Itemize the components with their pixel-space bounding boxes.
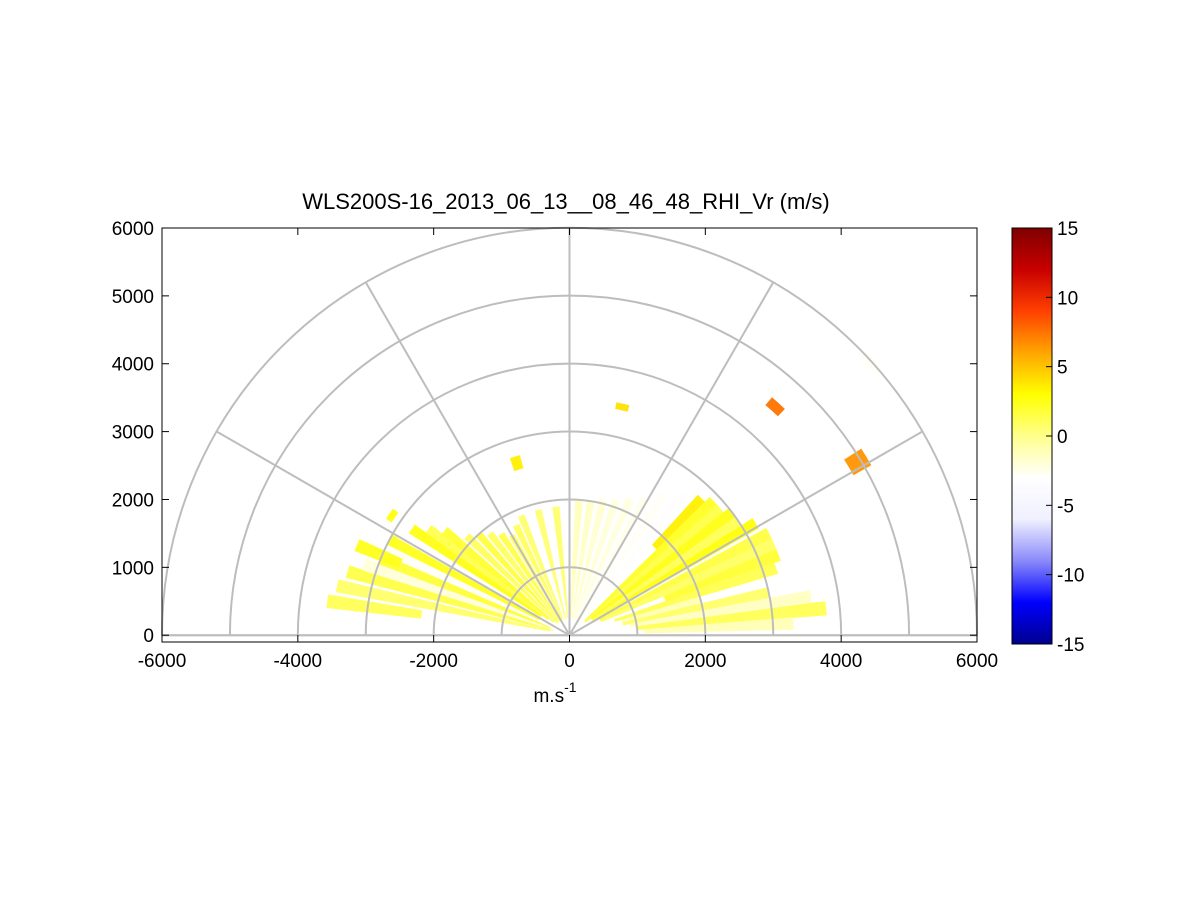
velocity-cell xyxy=(386,508,399,523)
velocity-cell xyxy=(576,497,635,620)
x-axis-label-text: m.s xyxy=(533,686,564,707)
x-tick-label: 2000 xyxy=(684,651,726,672)
colorbar-tick-label: 0 xyxy=(1057,427,1068,448)
velocity-cell xyxy=(584,504,724,623)
velocity-cell xyxy=(509,455,524,472)
velocity-cell xyxy=(584,496,718,622)
velocity-cell xyxy=(636,601,827,630)
velocity-cell xyxy=(326,594,423,619)
velocity-cell xyxy=(590,508,736,620)
velocity-cell xyxy=(622,587,770,626)
chart-title: WLS200S-16_2013_06_13__08_46_48_RHI_Vr (… xyxy=(302,189,830,214)
x-tick-label: -6000 xyxy=(138,651,187,672)
velocity-cell xyxy=(765,397,785,417)
azimuth-spoke xyxy=(568,430,923,637)
colorbar-tick-label: 5 xyxy=(1057,358,1068,379)
colorbar-ticks: 15 10 5 0 -5 -10 -15 xyxy=(1046,219,1084,656)
velocity-cell xyxy=(498,532,561,622)
velocity-cell xyxy=(685,316,706,331)
y-tick-label: 5000 xyxy=(112,287,154,308)
x-tick-label: 6000 xyxy=(956,651,998,672)
y-tick-label: 3000 xyxy=(112,423,154,444)
velocity-cell xyxy=(621,596,702,623)
velocity-cell xyxy=(387,534,540,621)
velocity-cell xyxy=(517,514,564,620)
x-axis-label-superscript: -1 xyxy=(564,679,577,695)
velocity-cell xyxy=(615,402,630,412)
azimuth-spoke xyxy=(568,281,775,636)
x-tick-label: -2000 xyxy=(409,651,458,672)
velocity-cell xyxy=(574,499,620,620)
azimuth-spoke xyxy=(216,430,571,637)
x-axis-label: m.s-1 xyxy=(533,679,576,707)
velocity-cell xyxy=(335,579,550,632)
velocity-cell xyxy=(512,523,563,621)
velocity-cell xyxy=(487,531,560,623)
velocity-cell xyxy=(600,538,777,623)
colorbar-tick-label: -5 xyxy=(1057,496,1074,517)
velocity-cell xyxy=(570,499,583,619)
velocity-cell xyxy=(552,506,569,619)
velocity-cell xyxy=(581,489,689,620)
y-axis: 0 1000 2000 3000 4000 5000 6000 xyxy=(112,219,977,647)
colorbar-tick-label: -10 xyxy=(1057,566,1084,587)
x-axis: -6000 -4000 -2000 0 2000 4000 6000 xyxy=(138,228,998,672)
velocity-cell xyxy=(378,553,551,629)
velocity-cell xyxy=(644,617,794,634)
velocity-cell xyxy=(859,351,883,376)
colorbar-tick-label: 15 xyxy=(1057,219,1078,240)
colorbar: 15 10 5 0 -5 -10 -15 xyxy=(1011,219,1084,656)
velocity-cell xyxy=(599,527,772,621)
plot-area: -6000 -4000 -2000 0 2000 4000 6000 0 1000 2000 30… xyxy=(112,219,998,672)
velocity-cell xyxy=(441,527,555,623)
velocity-cell xyxy=(397,529,536,616)
velocity-cell xyxy=(592,518,759,622)
velocity-cell xyxy=(571,500,595,619)
velocity-cell xyxy=(425,525,549,620)
velocity-cell xyxy=(578,491,669,622)
velocity-cell xyxy=(591,516,742,621)
velocity-cell xyxy=(345,565,554,631)
y-tick-label: 1000 xyxy=(112,558,154,579)
colorbar-tick-label: 10 xyxy=(1057,288,1078,309)
x-tick-label: 4000 xyxy=(820,651,862,672)
velocity-cell xyxy=(573,499,607,619)
velocity-cells-layer xyxy=(326,316,883,634)
y-tick-label: 4000 xyxy=(112,355,154,376)
velocity-cell xyxy=(534,509,566,619)
velocity-cell xyxy=(354,539,403,569)
velocity-cell xyxy=(629,590,812,628)
velocity-cell xyxy=(408,524,542,617)
velocity-cell xyxy=(382,544,552,628)
velocity-cell xyxy=(464,533,558,624)
y-tick-label: 0 xyxy=(143,626,154,647)
velocity-cell xyxy=(663,549,781,602)
velocity-cell xyxy=(614,562,778,622)
x-tick-label: -4000 xyxy=(274,651,323,672)
velocity-cell xyxy=(651,494,706,550)
colorbar-tick-label: -15 xyxy=(1057,635,1084,656)
azimuth-spoke xyxy=(364,281,571,636)
y-tick-label: 6000 xyxy=(112,219,154,240)
y-tick-label: 2000 xyxy=(112,490,154,511)
velocity-cell xyxy=(475,531,559,623)
x-tick-label: 0 xyxy=(564,651,575,672)
